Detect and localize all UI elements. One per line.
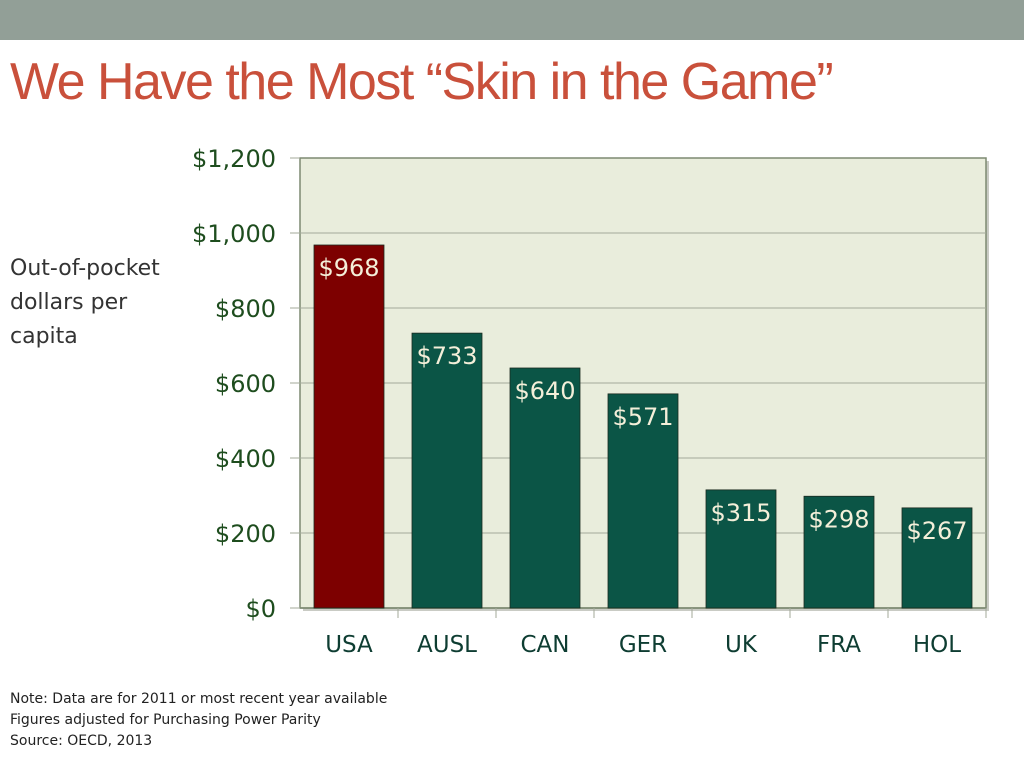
data-label: $315 [710, 499, 771, 527]
top-banner [0, 0, 1024, 40]
note-line: Figures adjusted for Purchasing Power Pa… [10, 712, 321, 728]
y-tick-label: $800 [215, 295, 276, 323]
x-tick-label: HOL [913, 632, 961, 658]
y-tick-label: $0 [245, 595, 276, 623]
notes: Note: Data are for 2011 or most recent y… [10, 689, 387, 752]
bar-uk [705, 489, 777, 609]
slide-title: We Have the Most “Skin in the Game” [10, 53, 834, 111]
data-label: $733 [416, 342, 477, 370]
bar-can [509, 367, 581, 609]
data-label: $267 [906, 517, 967, 545]
x-tick-label: CAN [521, 632, 570, 658]
y-tick-label: $1,200 [192, 145, 276, 173]
bar-fra [803, 495, 875, 609]
x-tick-label: AUSL [417, 632, 477, 658]
note-line: Note: Data are for 2011 or most recent y… [10, 691, 388, 707]
y-axis-label: Out-of-pocket dollars per capita [10, 256, 160, 349]
x-tick-label: UK [725, 632, 758, 658]
bar-ausl [411, 332, 483, 609]
y-tick-label: $1,000 [192, 220, 276, 248]
y-tick-label: $600 [215, 370, 276, 398]
x-tick-label: USA [325, 632, 373, 658]
note-line: Source: OECD, 2013 [10, 733, 153, 749]
y-tick-label: $200 [215, 520, 276, 548]
data-label: $571 [612, 403, 673, 431]
bar-ger [607, 393, 679, 609]
data-label: $968 [318, 254, 379, 282]
x-tick-label: GER [619, 632, 667, 658]
x-tick-label: FRA [817, 632, 861, 658]
data-label: $640 [514, 377, 575, 405]
data-label: $298 [808, 505, 869, 533]
bar-usa [313, 244, 385, 609]
y-tick-label: $400 [215, 445, 276, 473]
bar-hol [901, 507, 973, 609]
